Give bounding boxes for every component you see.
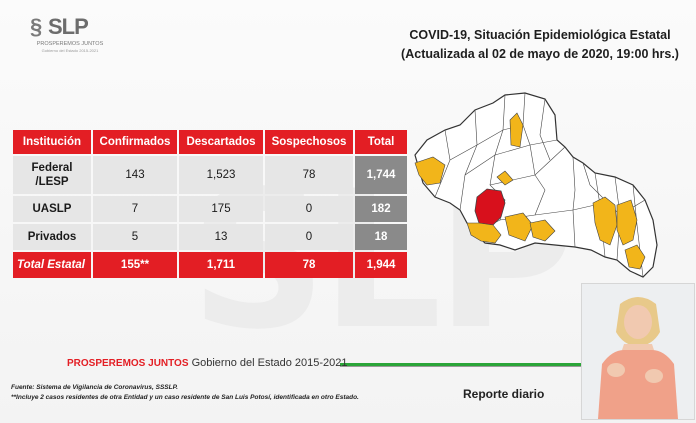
cell-total-confirmados: 155**	[93, 252, 177, 278]
state-map	[414, 92, 658, 278]
interpreter-figure	[582, 284, 694, 419]
cell-confirmados: 7	[93, 196, 177, 222]
cell-total-sospechosos: 78	[265, 252, 353, 278]
tagline-gobierno: Gobierno del Estado 2015-2021	[188, 357, 348, 369]
region-north	[509, 112, 524, 148]
table-row: UASLP 7 175 0 182	[13, 196, 407, 222]
region-south	[466, 222, 502, 244]
title-line-1: COVID-19, Situación Epidemiológica Estat…	[409, 28, 671, 42]
header-confirmados: Confirmados	[93, 130, 177, 154]
sign-language-interpreter-video	[581, 283, 695, 420]
logo-swirl-icon: §	[30, 14, 43, 39]
region-huasteca-1	[592, 196, 618, 246]
header-total: Total	[355, 130, 407, 154]
cell-descartados: 175	[179, 196, 263, 222]
footer-tagline: PROSPEREMOS JUNTOS Gobierno del Estado 2…	[67, 357, 348, 369]
cell-total-descartados: 1,711	[179, 252, 263, 278]
state-outline	[414, 92, 658, 278]
cell-sospechosos: 78	[265, 156, 353, 194]
header-institucion: Institución	[13, 130, 91, 154]
slp-logo: § SLP PROSPEREMOS JUNTOS Gobierno del Es…	[30, 14, 120, 64]
region-center-small	[496, 170, 514, 186]
title-line-2: (Actualizada al 02 de mayo de 2020, 19:0…	[401, 47, 679, 61]
region-huasteca-3	[624, 244, 646, 270]
footnote-source: Fuente: Sistema de Vigilancia de Coronav…	[11, 384, 178, 391]
region-capital	[474, 188, 506, 226]
table-header-row: Institución Confirmados Descartados Sosp…	[13, 130, 407, 154]
cell-descartados: 1,523	[179, 156, 263, 194]
daily-report-label: Reporte diario	[463, 387, 545, 401]
tagline-prosperemos: PROSPEREMOS JUNTOS	[67, 358, 189, 369]
cell-total: 1,744	[355, 156, 407, 194]
cases-table: Institución Confirmados Descartados Sosp…	[11, 128, 409, 280]
region-huasteca-2	[616, 199, 638, 246]
logo-subline: Gobierno del Estado 2015-2021	[41, 48, 99, 53]
logo-brand: SLP	[48, 14, 89, 39]
header-descartados: Descartados	[179, 130, 263, 154]
cell-confirmados: 5	[93, 224, 177, 250]
header-sospechosos: Sospechosos	[265, 130, 353, 154]
slide-title: COVID-19, Situación Epidemiológica Estat…	[395, 26, 685, 64]
footnotes: Fuente: Sistema de Vigilancia de Coronav…	[11, 383, 359, 403]
region-south-center	[504, 212, 534, 242]
cell-sospechosos: 0	[265, 196, 353, 222]
table-row: Privados 5 13 0 18	[13, 224, 407, 250]
cell-institucion: UASLP	[13, 196, 91, 222]
table-totals-row: Total Estatal 155** 1,711 78 1,944	[13, 252, 407, 278]
footer-grey-line	[340, 366, 584, 367]
cell-institucion: Privados	[13, 224, 91, 250]
cell-total-total: 1,944	[355, 252, 407, 278]
logo-tagline: PROSPEREMOS JUNTOS	[36, 41, 104, 47]
cell-sospechosos: 0	[265, 224, 353, 250]
cell-total: 182	[355, 196, 407, 222]
cell-institucion: Federal /LESP	[13, 156, 91, 194]
region-center-east	[529, 219, 556, 242]
region-northwest	[414, 156, 446, 186]
table-row: Federal /LESP 143 1,523 78 1,744	[13, 156, 407, 194]
cell-total-estatal: Total Estatal	[13, 252, 91, 278]
cell-confirmados: 143	[93, 156, 177, 194]
footnote-note: **Incluye 2 casos residentes de otra Ent…	[11, 394, 359, 401]
cell-descartados: 13	[179, 224, 263, 250]
footer-green-bar	[340, 363, 584, 367]
cell-total: 18	[355, 224, 407, 250]
